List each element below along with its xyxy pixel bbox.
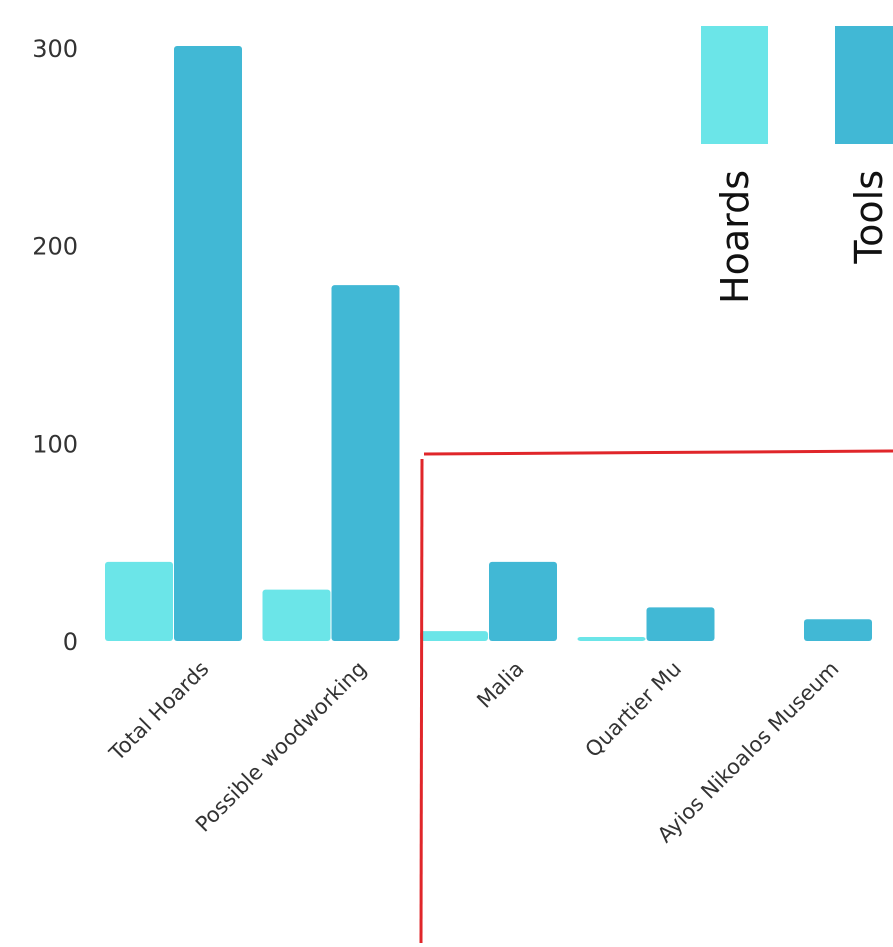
bar-hoards-4 <box>577 637 646 641</box>
y-tick-label: 0 <box>63 628 78 656</box>
bar-tools-4 <box>646 607 715 641</box>
bar-hoards-1 <box>105 561 173 641</box>
legend-swatch-hoards <box>701 26 768 144</box>
y-tick-label: 300 <box>32 35 78 63</box>
bar-hoards-3 <box>420 631 488 641</box>
legend-swatch-tools <box>835 26 893 144</box>
x-tick-label: Possible woodworking <box>191 657 371 837</box>
legend-label-tools: Tools <box>847 170 891 265</box>
bar-tools-1 <box>174 46 242 641</box>
y-tick-label: 100 <box>32 430 78 458</box>
y-axis-ticks: 0 100 200 300 <box>32 35 78 656</box>
legend: Hoards Tools <box>701 26 893 304</box>
x-tick-label: Quartier Mu <box>581 657 686 762</box>
bars <box>105 46 872 641</box>
y-tick-label: 200 <box>32 233 78 261</box>
bar-tools-2 <box>331 285 400 641</box>
bar-hoards-2 <box>262 589 331 641</box>
x-tick-label: Malia <box>472 657 528 713</box>
bar-tools-3 <box>489 561 557 641</box>
bar-tools-5 <box>804 619 872 641</box>
x-tick-label: Ayios Nikoalos Museum <box>653 657 844 848</box>
annotation-bracket <box>419 449 893 944</box>
x-tick-label: Total Hoards <box>104 657 213 766</box>
annotation-line-horizontal <box>423 449 893 456</box>
legend-label-hoards: Hoards <box>713 170 757 304</box>
annotation-line-vertical <box>419 458 424 944</box>
